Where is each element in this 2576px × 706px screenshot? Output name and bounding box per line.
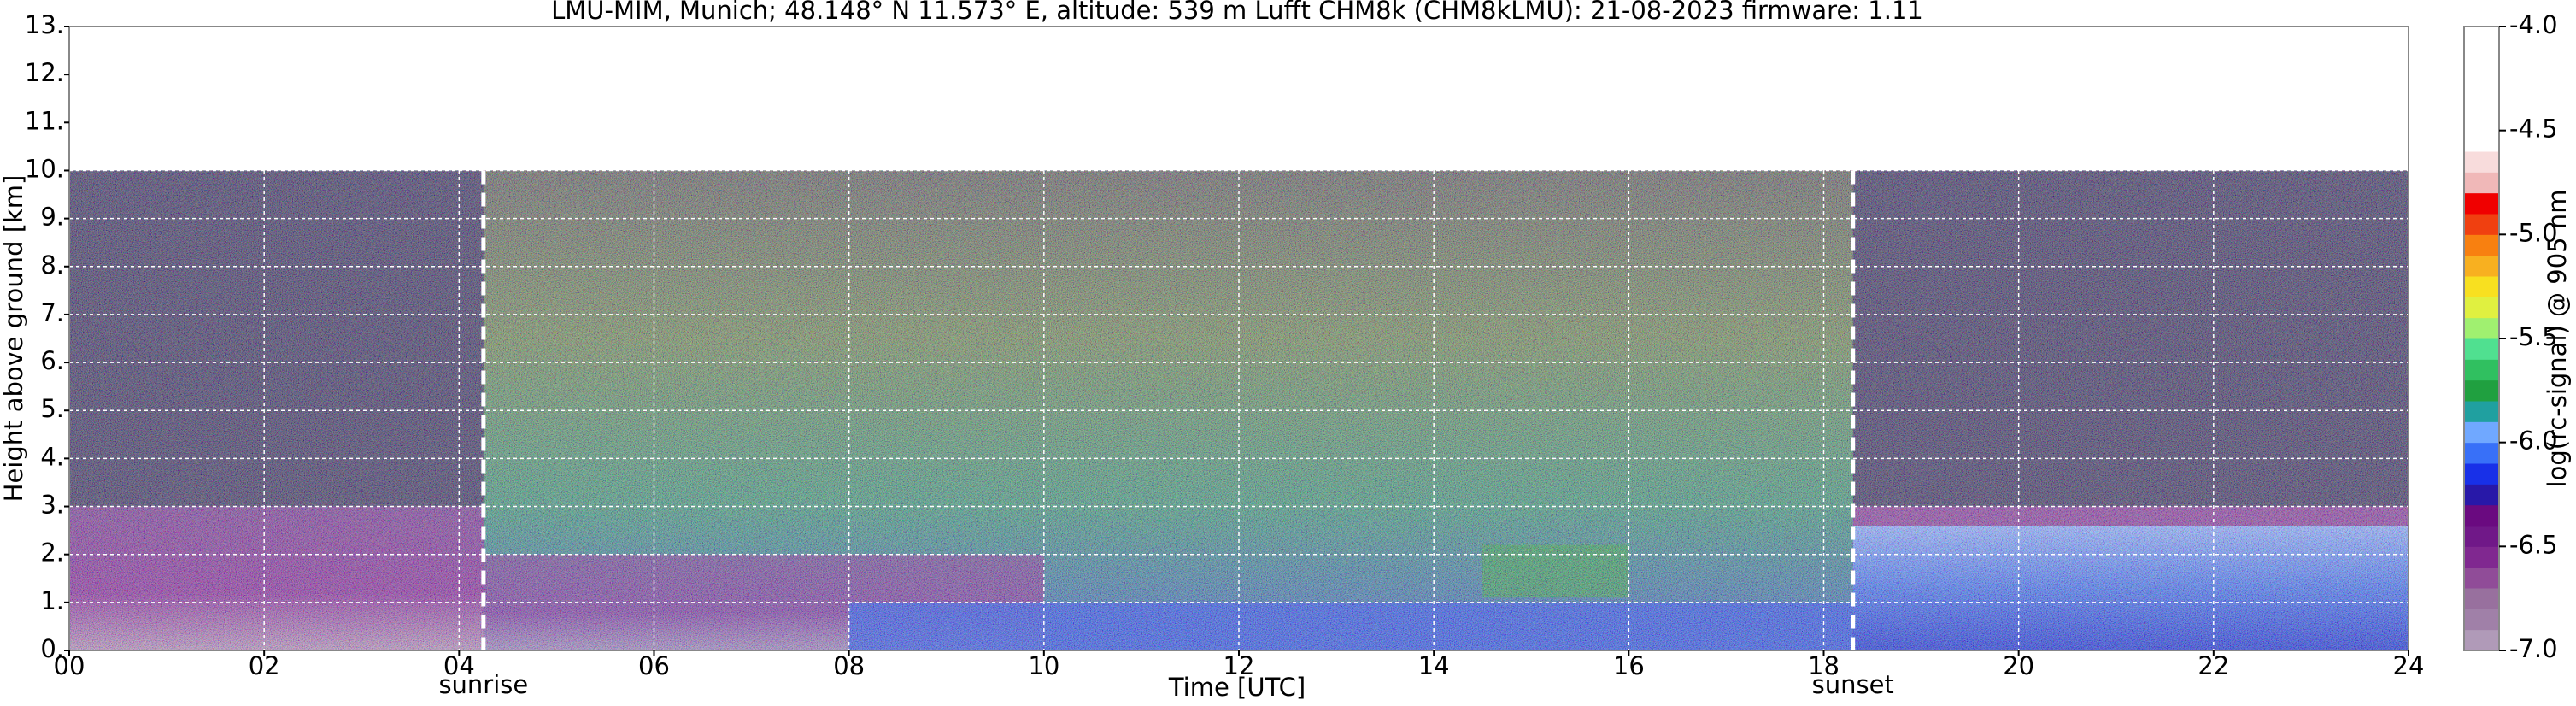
colorbar-segment xyxy=(2464,379,2499,402)
colorbar-segment xyxy=(2464,89,2499,110)
colorbar-segment xyxy=(2464,172,2499,194)
colorbar-segment xyxy=(2464,504,2499,527)
colorbar-segment xyxy=(2464,629,2499,651)
y-tick-label: 6. xyxy=(40,346,64,375)
x-tick-label: 00 xyxy=(54,651,85,680)
colorbar-segment xyxy=(2464,526,2499,547)
colorbar-segment xyxy=(2464,47,2499,69)
colorbar-tick-label: -5.5 xyxy=(2509,322,2558,351)
x-tick-label: 20 xyxy=(2003,651,2034,680)
colorbar-segment xyxy=(2464,297,2499,319)
colorbar-segment xyxy=(2464,359,2499,381)
colorbar-segment xyxy=(2464,317,2499,339)
y-tick-label: 11. xyxy=(25,106,64,135)
y-tick-label: 3. xyxy=(40,491,64,520)
y-tick-label: 2. xyxy=(40,538,64,568)
y-tick-label: 9. xyxy=(40,203,64,232)
colorbar-tick-label: -4.0 xyxy=(2509,10,2558,39)
colorbar-segment xyxy=(2464,421,2499,444)
colorbar-segment xyxy=(2464,26,2499,48)
y-tick-label: 7. xyxy=(40,298,64,327)
y-tick-label: 1. xyxy=(40,586,64,615)
x-tick-label: 08 xyxy=(833,651,865,680)
y-tick-label: 8. xyxy=(40,250,64,279)
colorbar-segment xyxy=(2464,338,2499,360)
colorbar-segment xyxy=(2464,567,2499,589)
x-tick-label: 24 xyxy=(2393,651,2425,680)
colorbar-segment xyxy=(2464,484,2499,506)
colorbar-segment xyxy=(2464,255,2499,277)
x-tick-label: 06 xyxy=(638,651,670,680)
colorbar-segment xyxy=(2464,442,2499,464)
colorbar-segment xyxy=(2464,109,2499,132)
chart-title: LMU-MIM, Munich; 48.148° N 11.573° E, al… xyxy=(551,0,1923,25)
colorbar-tick-label: -7.0 xyxy=(2509,634,2558,663)
x-tick-label: 16 xyxy=(1613,651,1645,680)
x-tick-label: 02 xyxy=(249,651,280,680)
colorbar-segment xyxy=(2464,214,2499,235)
colorbar-segment xyxy=(2464,588,2499,609)
x-tick-label: 10 xyxy=(1028,651,1059,680)
colorbar-segment xyxy=(2464,609,2499,631)
y-tick-label: 13. xyxy=(25,10,64,39)
x-tick-label: 12 xyxy=(1223,651,1255,680)
y-axis-label: Height above ground [km] xyxy=(0,175,28,503)
x-tick-label: 14 xyxy=(1418,651,1450,680)
colorbar-segment xyxy=(2464,234,2499,256)
colorbar-label: log(rc-signal) @ 905 nm xyxy=(2543,190,2572,488)
y-tick-label: 4. xyxy=(40,442,64,471)
colorbar-tick-label: -5.0 xyxy=(2509,218,2558,247)
x-tick-label: 18 xyxy=(1808,651,1840,680)
colorbar-tick-label: -6.5 xyxy=(2509,530,2558,559)
colorbar-segment xyxy=(2464,276,2499,297)
colorbar-segment xyxy=(2464,546,2499,568)
colorbar-tick-label: -4.5 xyxy=(2509,115,2558,144)
x-axis-label: Time [UTC] xyxy=(1168,673,1306,702)
y-tick-label: 10. xyxy=(25,154,64,183)
colorbar-segment xyxy=(2464,130,2499,152)
x-tick-label: 22 xyxy=(2198,651,2229,680)
colorbar-segment xyxy=(2464,463,2499,485)
y-tick-label: 12. xyxy=(25,58,64,87)
colorbar-tick-label: -6.0 xyxy=(2509,427,2558,456)
colorbar-segment xyxy=(2464,68,2499,90)
colorbar-segment xyxy=(2464,151,2499,173)
y-tick-label: 0. xyxy=(40,634,64,663)
x-tick-label: 04 xyxy=(443,651,475,680)
y-tick-label: 5. xyxy=(40,394,64,423)
annotation-label: sunset xyxy=(1812,670,1894,699)
colorbar-segment xyxy=(2464,192,2499,215)
colorbar-segment xyxy=(2464,401,2499,422)
annotation-label: sunrise xyxy=(438,670,528,699)
